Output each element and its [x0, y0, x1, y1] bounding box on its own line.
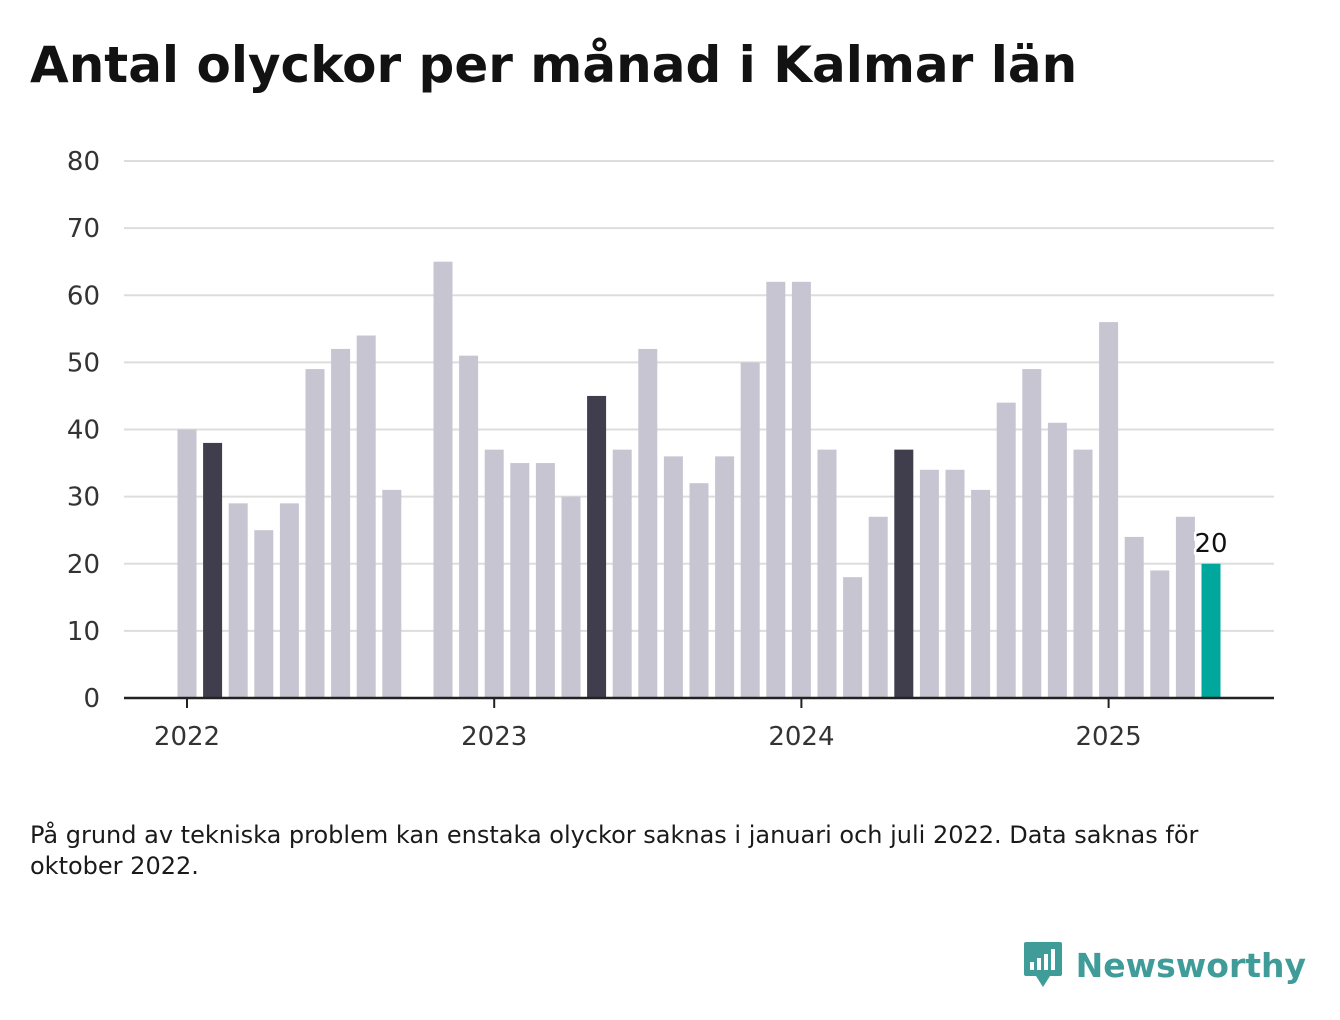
- y-tick-label: 60: [67, 281, 100, 311]
- bar: [996, 402, 1016, 698]
- bar: [638, 348, 658, 698]
- bar: [177, 429, 197, 698]
- bars: [177, 261, 1221, 698]
- y-axis-ticks: 0 10 20 30 40 50 60 70 80: [67, 147, 100, 714]
- bar: [868, 516, 888, 698]
- bar: [740, 362, 760, 698]
- brand-logo[interactable]: Newsworthy: [1022, 940, 1306, 990]
- bar: [791, 281, 811, 698]
- y-tick-label: 20: [67, 550, 100, 580]
- data-label: 20: [1194, 529, 1227, 559]
- bar: [689, 483, 709, 698]
- bar: [1047, 422, 1067, 698]
- bar: [715, 456, 735, 698]
- x-tick-label: 2024: [768, 722, 834, 752]
- bar: [484, 449, 504, 698]
- chart-title: Antal olyckor per månad i Kalmar län: [30, 36, 1078, 94]
- y-tick-label: 80: [67, 147, 100, 177]
- bar: [817, 449, 837, 698]
- x-tick-label: 2025: [1076, 722, 1142, 752]
- bar: [1150, 570, 1170, 698]
- bar: [203, 442, 223, 698]
- bar: [766, 281, 786, 698]
- bar: [1175, 516, 1195, 698]
- bar: [254, 530, 274, 698]
- bar: [535, 463, 555, 698]
- bar: [843, 577, 863, 698]
- x-axis-ticks: 2022 2023 2024 2025: [154, 698, 1142, 752]
- y-tick-label: 10: [67, 617, 100, 647]
- bar: [587, 395, 607, 698]
- y-tick-label: 40: [67, 416, 100, 446]
- bar: [1022, 369, 1042, 698]
- y-tick-label: 0: [83, 684, 100, 714]
- data-labels: 20: [1192, 526, 1230, 561]
- bar: [356, 335, 376, 698]
- bar: [433, 261, 453, 698]
- y-tick-label: 70: [67, 214, 100, 244]
- brand-name: Newsworthy: [1075, 945, 1306, 985]
- bar: [305, 369, 325, 698]
- bar: [1099, 322, 1119, 698]
- bar: [971, 489, 991, 698]
- newsworthy-icon: [1023, 942, 1062, 987]
- bar: [894, 449, 914, 698]
- bar: [510, 463, 530, 698]
- bar: [1073, 449, 1093, 698]
- bar: [663, 456, 683, 698]
- bar: [459, 355, 479, 698]
- bar-chart: 0 10 20 30 40 50 60 70 80 2022 2023 2024 2025 20: [67, 147, 1274, 752]
- bar: [228, 503, 248, 698]
- bar: [945, 469, 965, 698]
- bar: [919, 469, 939, 698]
- x-tick-label: 2023: [461, 722, 527, 752]
- bar: [561, 496, 581, 698]
- x-tick-label: 2022: [154, 722, 220, 752]
- y-tick-label: 30: [67, 483, 100, 513]
- bar: [331, 348, 351, 698]
- bar: [612, 449, 632, 698]
- footnote: På grund av tekniska problem kan enstaka…: [30, 821, 1199, 880]
- bar: [1124, 536, 1144, 698]
- bar: [279, 503, 299, 698]
- bar: [1201, 563, 1221, 698]
- bar: [382, 489, 402, 698]
- y-tick-label: 50: [67, 348, 100, 378]
